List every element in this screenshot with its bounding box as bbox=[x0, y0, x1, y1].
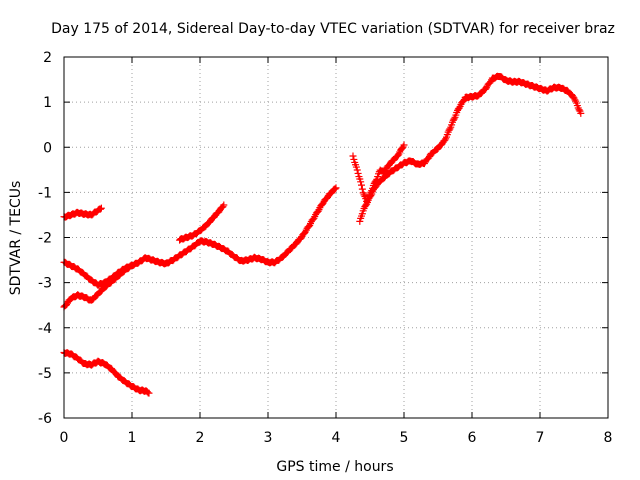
data-point bbox=[486, 79, 494, 87]
data-point bbox=[571, 96, 579, 104]
y-tick-label: -2 bbox=[38, 231, 52, 247]
x-tick-label: 3 bbox=[264, 430, 273, 446]
x-tick-label: 0 bbox=[60, 430, 69, 446]
data-point bbox=[570, 94, 578, 102]
data-point bbox=[143, 388, 151, 396]
x-tick-label: 5 bbox=[400, 430, 409, 446]
y-tick-label: 2 bbox=[43, 50, 52, 66]
data-point bbox=[575, 106, 583, 114]
data-point bbox=[331, 185, 339, 193]
data-point bbox=[371, 183, 379, 191]
chart-title: Day 175 of 2014, Sidereal Day-to-day VTE… bbox=[51, 21, 615, 37]
data-point bbox=[353, 166, 361, 174]
data-point bbox=[381, 166, 389, 174]
data-point bbox=[577, 109, 585, 117]
y-tick-label: 0 bbox=[43, 140, 52, 156]
y-tick-label: -5 bbox=[38, 366, 52, 382]
data-point bbox=[145, 389, 153, 397]
data-point bbox=[450, 115, 458, 123]
data-point bbox=[310, 214, 318, 222]
data-point bbox=[360, 191, 368, 199]
x-axis-label: GPS time / hours bbox=[276, 459, 393, 475]
data-point bbox=[482, 85, 490, 93]
y-tick-label: 1 bbox=[43, 95, 52, 111]
data-point bbox=[314, 207, 322, 215]
x-tick-label: 2 bbox=[196, 430, 205, 446]
y-tick-label: -1 bbox=[38, 185, 52, 201]
data-point bbox=[219, 203, 227, 211]
data-point bbox=[97, 204, 105, 212]
data-point bbox=[319, 199, 327, 207]
data-point bbox=[332, 184, 340, 192]
data-point bbox=[367, 192, 375, 200]
data-point bbox=[449, 116, 457, 124]
y-tick-label: -6 bbox=[38, 411, 52, 427]
x-tick-label: 1 bbox=[128, 430, 137, 446]
y-tick-label: -3 bbox=[38, 276, 52, 292]
data-point bbox=[297, 234, 305, 242]
data-point bbox=[425, 154, 433, 162]
axis-ticks: 0 1 2 3 4 5 6 7 8 -6 -5 -4 -3 -2 -1 0 1 2 bbox=[38, 50, 612, 446]
data-points bbox=[60, 72, 585, 397]
data-point bbox=[301, 229, 309, 237]
data-point bbox=[358, 181, 365, 189]
data-point bbox=[455, 104, 463, 112]
data-point bbox=[441, 136, 449, 144]
data-point bbox=[394, 151, 402, 159]
x-tick-label: 7 bbox=[536, 430, 545, 446]
data-point bbox=[400, 141, 408, 149]
x-tick-label: 8 bbox=[604, 430, 613, 446]
y-tick-label: -4 bbox=[38, 321, 52, 337]
data-point bbox=[349, 152, 357, 160]
data-point bbox=[128, 261, 136, 269]
data-point bbox=[398, 144, 406, 152]
data-point bbox=[97, 205, 105, 213]
data-point bbox=[354, 169, 362, 177]
data-point bbox=[357, 178, 365, 186]
y-axis-label: SDTVAR / TECUs bbox=[8, 181, 24, 296]
data-point bbox=[358, 210, 366, 218]
data-point bbox=[363, 200, 371, 208]
data-point bbox=[460, 97, 467, 105]
x-tick-label: 4 bbox=[332, 430, 341, 446]
x-tick-label: 6 bbox=[468, 430, 477, 446]
data-point bbox=[305, 222, 313, 230]
data-point bbox=[350, 155, 358, 163]
data-point bbox=[446, 125, 454, 133]
data-point bbox=[220, 201, 228, 209]
data-point bbox=[356, 217, 364, 225]
data-point bbox=[358, 185, 366, 193]
grid-lines bbox=[64, 57, 608, 418]
data-point bbox=[324, 193, 331, 201]
data-point bbox=[420, 160, 428, 168]
data-point bbox=[445, 126, 453, 134]
